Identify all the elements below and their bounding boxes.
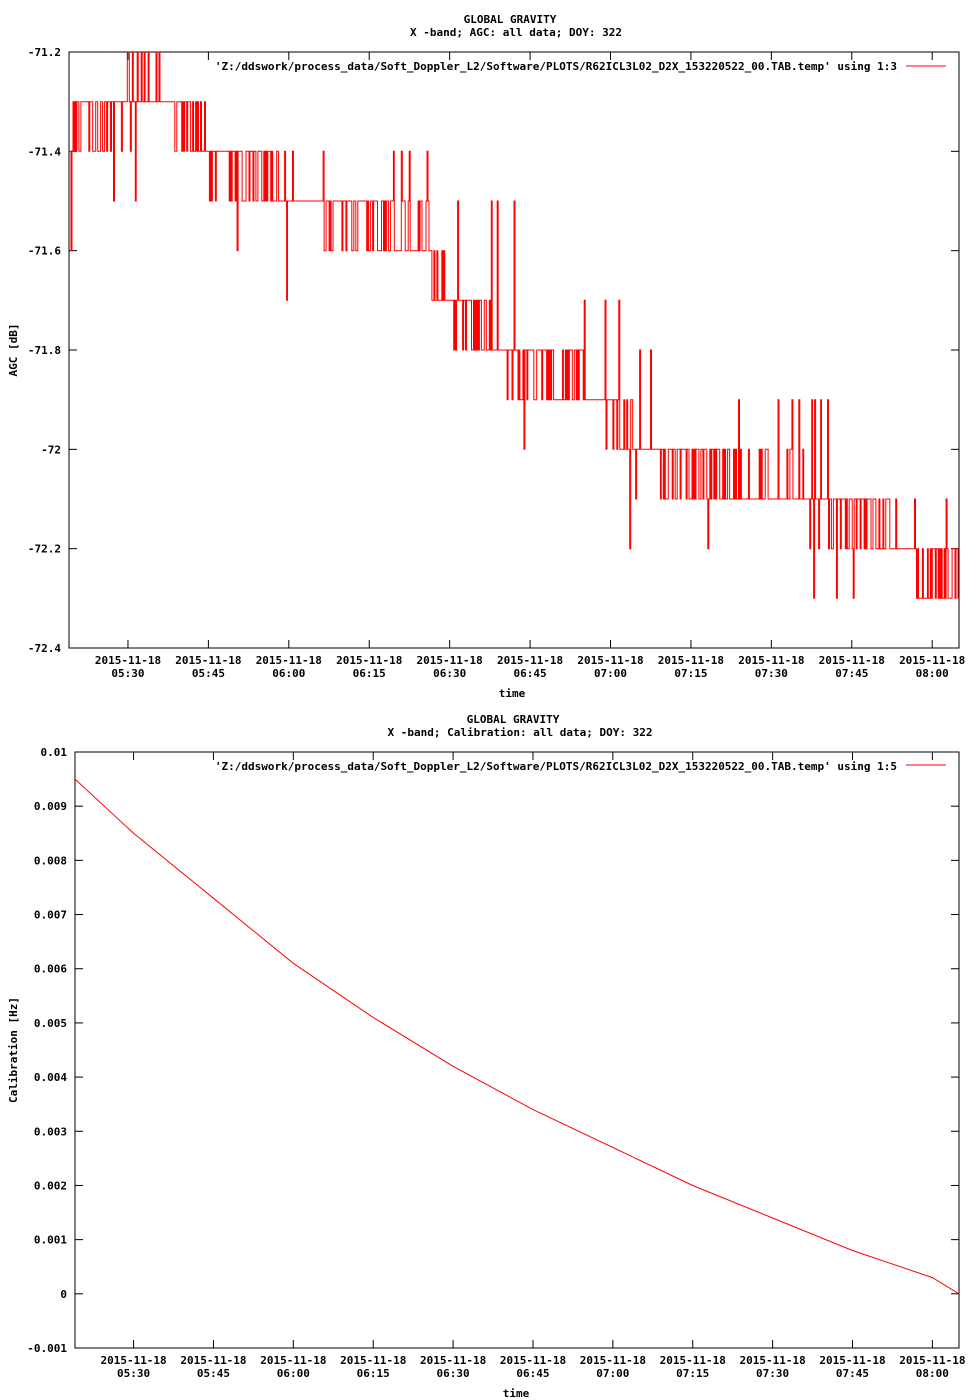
y-tick-label: -72 xyxy=(41,443,61,456)
x-tick-date: 2015-11-18 xyxy=(580,1354,646,1367)
y-tick-label: -71.2 xyxy=(28,46,61,59)
y-tick-label: 0.01 xyxy=(41,746,68,759)
x-tick-date: 2015-11-18 xyxy=(260,1354,326,1367)
x-tick-date: 2015-11-18 xyxy=(340,1354,406,1367)
x-tick-time: 06:15 xyxy=(353,667,386,680)
x-tick-date: 2015-11-18 xyxy=(95,654,161,667)
y-tick-label: -71.8 xyxy=(28,344,61,357)
x-tick-time: 05:45 xyxy=(197,1367,230,1380)
x-tick-time: 07:45 xyxy=(835,667,868,680)
x-tick-time: 05:45 xyxy=(192,667,225,680)
x-tick-time: 07:30 xyxy=(755,667,788,680)
calibration-chart: GLOBAL GRAVITY X -band; Calibration: all… xyxy=(7,713,965,1400)
y-tick-label: -71.6 xyxy=(28,245,61,258)
x-tick-time: 06:45 xyxy=(516,1367,549,1380)
x-tick-time: 07:15 xyxy=(674,667,707,680)
x-axis-label: time xyxy=(503,1387,530,1400)
x-tick-time: 08:00 xyxy=(916,1367,949,1380)
x-tick-time: 07:45 xyxy=(836,1367,869,1380)
y-tick-label: -71.4 xyxy=(28,145,61,158)
x-tick-time: 06:15 xyxy=(357,1367,390,1380)
x-tick-time: 07:30 xyxy=(756,1367,789,1380)
x-tick-date: 2015-11-18 xyxy=(500,1354,566,1367)
plot-area xyxy=(75,778,959,1295)
x-tick-time: 05:30 xyxy=(117,1367,150,1380)
x-axis: 2015-11-1805:302015-11-1805:452015-11-18… xyxy=(95,52,965,680)
x-axis: 2015-11-1805:302015-11-1805:452015-11-18… xyxy=(100,752,965,1380)
x-tick-date: 2015-11-18 xyxy=(417,654,483,667)
y-axis: -71.2 -71.4 -71.6 -71.8 -72 -72.2 -72.4 xyxy=(28,46,959,655)
x-tick-time: 06:45 xyxy=(514,667,547,680)
y-tick-label: -0.001 xyxy=(27,1342,67,1355)
x-axis-label: time xyxy=(499,687,526,700)
chart-subtitle: X -band; Calibration: all data; DOY: 322 xyxy=(388,726,653,739)
chart-title: GLOBAL GRAVITY xyxy=(467,713,560,726)
x-tick-date: 2015-11-18 xyxy=(660,1354,726,1367)
y-axis-label: Calibration [Hz] xyxy=(7,997,20,1103)
x-tick-date: 2015-11-18 xyxy=(420,1354,486,1367)
plot-area xyxy=(69,52,959,599)
x-tick-time: 05:30 xyxy=(111,667,144,680)
x-tick-date: 2015-11-18 xyxy=(738,654,804,667)
x-tick-date: 2015-11-18 xyxy=(497,654,563,667)
y-tick-label: 0.007 xyxy=(34,909,67,922)
x-tick-time: 07:00 xyxy=(594,667,627,680)
y-tick-label: 0.008 xyxy=(34,854,67,867)
y-tick-label: 0.003 xyxy=(34,1125,67,1138)
y-tick-label: 0.001 xyxy=(34,1234,67,1247)
y-tick-label: -72.2 xyxy=(28,543,61,556)
x-tick-date: 2015-11-18 xyxy=(256,654,322,667)
plot-frame xyxy=(74,751,960,1349)
x-tick-time: 07:15 xyxy=(676,1367,709,1380)
x-tick-date: 2015-11-18 xyxy=(899,654,965,667)
x-tick-time: 08:00 xyxy=(916,667,949,680)
agc-series-line xyxy=(69,52,959,599)
y-tick-label: 0.005 xyxy=(34,1017,67,1030)
x-tick-date: 2015-11-18 xyxy=(336,654,402,667)
y-axis: 0.01 0.009 0.008 0.007 0.006 0.005 0.004 0.003 0… xyxy=(27,746,959,1355)
y-tick-label: 0 xyxy=(60,1288,67,1301)
y-tick-label: 0.004 xyxy=(34,1071,67,1084)
x-tick-date: 2015-11-18 xyxy=(175,654,241,667)
x-tick-time: 07:00 xyxy=(596,1367,629,1380)
x-tick-date: 2015-11-18 xyxy=(819,1354,885,1367)
x-tick-time: 06:00 xyxy=(277,1367,310,1380)
x-tick-date: 2015-11-18 xyxy=(819,654,885,667)
agc-chart: GLOBAL GRAVITY X -band; AGC: all data; D… xyxy=(7,13,965,700)
x-tick-date: 2015-11-18 xyxy=(658,654,724,667)
calibration-series-line xyxy=(75,778,959,1295)
chart-title: GLOBAL GRAVITY xyxy=(464,13,557,26)
x-tick-date: 2015-11-18 xyxy=(577,654,643,667)
chart-subtitle: X -band; AGC: all data; DOY: 322 xyxy=(410,26,622,39)
legend-label: 'Z:/ddswork/process_data/Soft_Doppler_L2… xyxy=(215,760,897,773)
x-tick-time: 06:30 xyxy=(437,1367,470,1380)
y-axis-label: AGC [dB] xyxy=(7,324,20,377)
x-tick-date: 2015-11-18 xyxy=(180,1354,246,1367)
legend-label: 'Z:/ddswork/process_data/Soft_Doppler_L2… xyxy=(215,60,897,73)
x-tick-time: 06:00 xyxy=(272,667,305,680)
x-tick-date: 2015-11-18 xyxy=(739,1354,805,1367)
y-tick-label: 0.002 xyxy=(34,1179,67,1192)
x-tick-time: 06:30 xyxy=(433,667,466,680)
x-tick-date: 2015-11-18 xyxy=(899,1354,965,1367)
y-tick-label: -72.4 xyxy=(28,642,61,655)
x-tick-date: 2015-11-18 xyxy=(100,1354,166,1367)
y-tick-label: 0.006 xyxy=(34,963,67,976)
y-tick-label: 0.009 xyxy=(34,800,67,813)
